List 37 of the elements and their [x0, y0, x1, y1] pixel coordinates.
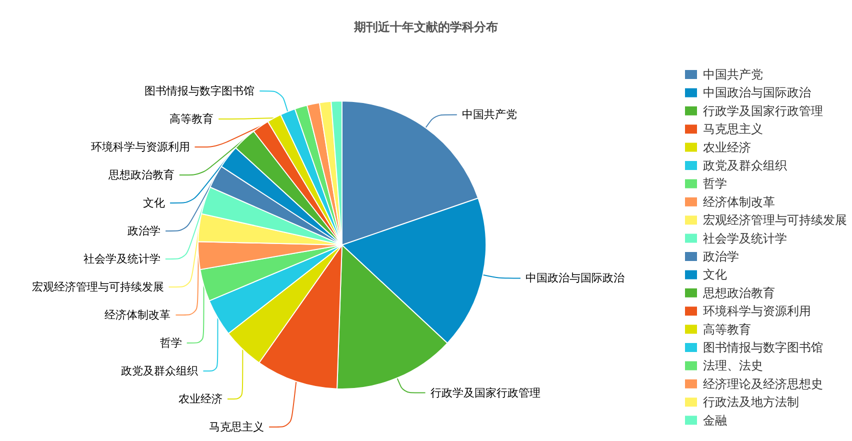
- slice-label: 思想政治教育: [107, 168, 174, 182]
- slice-label: 农业经济: [178, 392, 222, 406]
- legend-label: 行政法及地方法制: [703, 395, 799, 410]
- slice-label: 中国政治与国际政治: [526, 272, 625, 285]
- legend-label: 行政学及国家行政管理: [703, 104, 823, 118]
- slice-label: 社会学及统计学: [83, 252, 160, 266]
- legend-label: 宏观经济管理与可持续发展: [703, 213, 847, 228]
- slice-label: 高等教育: [170, 112, 214, 126]
- chart-title: 期刊近十年文献的学科分布: [353, 20, 498, 34]
- slice-label: 政治学: [128, 224, 161, 238]
- legend-label: 中国共产党: [703, 68, 763, 82]
- slice-label: 环境科学与资源利用: [90, 140, 190, 154]
- slice-label: 宏观经济管理与可持续发展: [32, 280, 164, 294]
- slice-label: 文化: [143, 196, 166, 210]
- slice-label: 图书情报与数字图书馆: [144, 84, 255, 98]
- slice-label: 中国共产党: [462, 108, 517, 122]
- slice-label: 行政学及国家行政管理: [430, 386, 540, 400]
- legend-label: 政党及群众组织: [703, 158, 787, 172]
- legend-label: 经济体制改革: [703, 194, 775, 209]
- slice-label: 哲学: [160, 336, 182, 350]
- legend-label: 环境科学与资源利用: [703, 304, 811, 318]
- legend-label: 文化: [703, 268, 727, 282]
- legend-label: 政治学: [703, 250, 739, 264]
- legend-label: 农业经济: [703, 140, 751, 154]
- legend-label: 经济理论及经济思想史: [703, 376, 823, 391]
- legend-label: 图书情报与数字图书馆: [703, 340, 823, 354]
- legend-label: 马克思主义: [703, 122, 763, 136]
- slice-label: 马克思主义: [209, 420, 264, 434]
- legend-label: 金融: [703, 413, 727, 428]
- legend-label: 中国政治与国际政治: [703, 86, 811, 100]
- legend-label: 法理、法史: [703, 358, 763, 373]
- slice-label: 经济体制改革: [104, 308, 171, 322]
- legend-label: 社会学及统计学: [703, 231, 787, 246]
- legend-label: 高等教育: [703, 322, 751, 336]
- legend-label: 思想政治教育: [702, 286, 775, 300]
- slice-label: 政党及群众组织: [121, 364, 198, 378]
- legend-label: 哲学: [703, 176, 727, 191]
